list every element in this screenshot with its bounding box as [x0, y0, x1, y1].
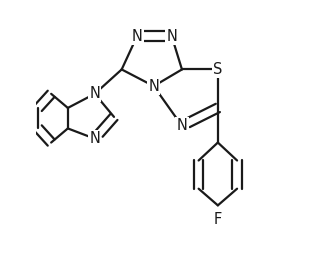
Text: N: N [89, 131, 100, 146]
Text: N: N [89, 86, 100, 101]
Text: F: F [214, 212, 222, 227]
Text: S: S [213, 62, 222, 77]
Text: N: N [132, 29, 142, 43]
Text: N: N [148, 79, 159, 94]
Text: N: N [166, 29, 177, 43]
Text: N: N [176, 118, 187, 133]
